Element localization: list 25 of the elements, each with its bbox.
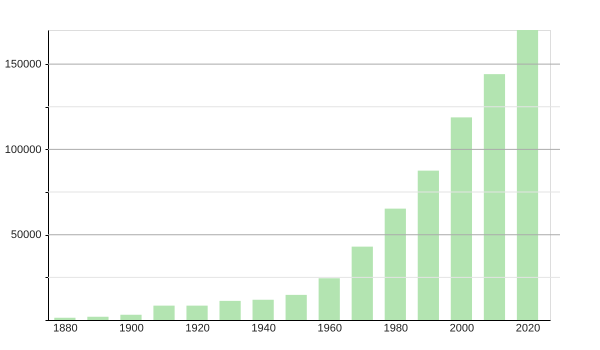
bar [418,170,439,320]
x-tick-label: 1940 [251,322,276,334]
bar [286,294,307,320]
bar [153,306,175,320]
bar [186,306,208,320]
bar [252,300,274,320]
bar [87,316,109,320]
y-tick-label: 150000 [4,58,42,71]
bar [120,314,142,320]
y-tick-label: 100000 [4,144,42,156]
x-tick-label: 1880 [53,322,78,334]
x-tick-label: 1900 [119,322,144,334]
x-tick-label: 1960 [317,322,342,334]
bar [450,117,472,320]
x-tick-label: 1980 [384,322,408,334]
bar [484,74,506,320]
bar [318,278,340,320]
y-tick-label: 50000 [10,229,42,242]
bar [384,208,406,320]
bar [516,30,538,320]
x-tick-label: 2000 [450,322,474,334]
x-tick-label: 2020 [516,322,540,334]
bar [352,246,373,320]
bar [219,300,241,320]
x-tick-label: 1920 [185,322,210,334]
